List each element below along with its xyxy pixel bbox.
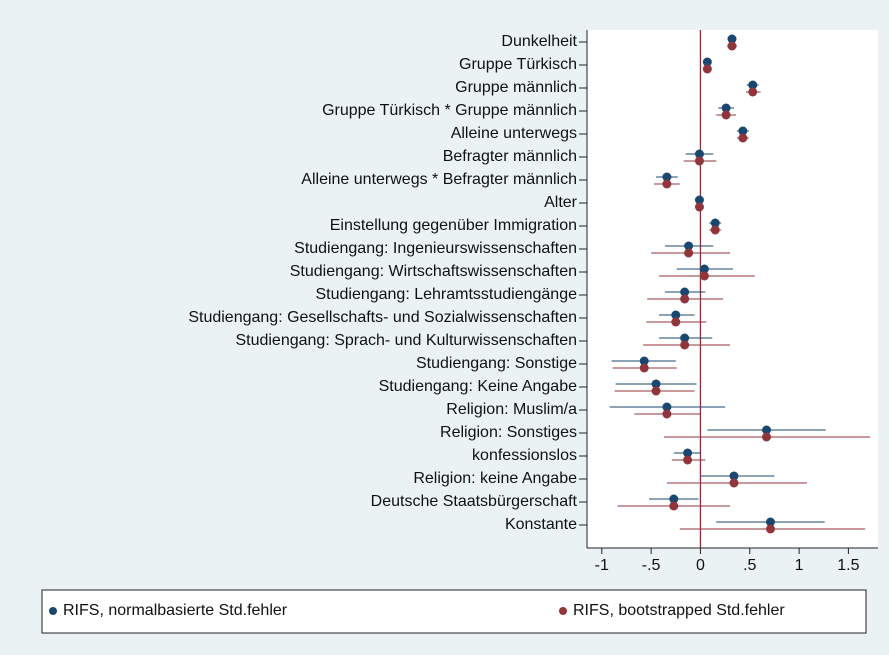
- point: [727, 34, 737, 44]
- point: [694, 149, 704, 159]
- y-tick-label: Dunkelheit: [501, 33, 577, 50]
- point: [662, 409, 672, 419]
- y-tick-label: Religion: Muslim/a: [446, 401, 577, 418]
- point: [699, 264, 709, 274]
- point: [721, 103, 731, 113]
- x-tick-label: -.5: [642, 557, 661, 574]
- plot-area: [587, 30, 878, 548]
- y-tick-label: Studiengang: Keine Angabe: [379, 378, 578, 395]
- y-tick-label: Religion: Sonstiges: [440, 424, 577, 441]
- point: [662, 172, 672, 182]
- x-tick-label: 1.5: [837, 557, 859, 574]
- y-tick-label: Studiengang: Gesellschafts- und Sozialwi…: [188, 309, 577, 326]
- point: [683, 448, 693, 458]
- point: [683, 455, 693, 465]
- y-tick-label: Studiengang: Sonstige: [416, 355, 577, 372]
- point: [669, 494, 679, 504]
- legend-marker: [49, 607, 57, 615]
- point: [694, 156, 704, 166]
- point: [662, 179, 672, 189]
- y-tick-label: Einstellung gegenüber Immigration: [330, 217, 577, 234]
- legend-label: RIFS, bootstrapped Std.fehler: [573, 602, 785, 619]
- point: [765, 524, 775, 534]
- point: [738, 126, 748, 136]
- y-tick-label: Studiengang: Wirtschaftswissenschaften: [290, 263, 577, 280]
- point: [694, 202, 704, 212]
- y-tick-label: Religion: keine Angabe: [413, 470, 577, 487]
- point: [702, 57, 712, 67]
- point: [748, 80, 758, 90]
- point: [738, 133, 748, 143]
- x-tick-label: .5: [743, 557, 756, 574]
- point: [671, 317, 681, 327]
- y-tick-label: konfessionslos: [472, 447, 577, 464]
- point: [702, 64, 712, 74]
- point: [684, 248, 694, 258]
- point: [729, 471, 739, 481]
- point: [694, 195, 704, 205]
- point: [639, 363, 649, 373]
- point: [684, 241, 694, 251]
- point: [762, 425, 772, 435]
- y-tick-label: Studiengang: Ingenieurswissenschaften: [294, 240, 577, 257]
- y-tick-label: Studiengang: Lehramtsstudiengänge: [315, 286, 577, 303]
- y-tick-label: Alleine unterwegs: [451, 125, 577, 142]
- y-tick-label: Deutsche Staatsbürgerschaft: [371, 493, 578, 510]
- point: [729, 478, 739, 488]
- point: [669, 501, 679, 511]
- point: [680, 340, 690, 350]
- y-tick-label: Befragter männlich: [443, 148, 577, 165]
- point: [727, 41, 737, 51]
- y-tick-label: Alleine unterwegs * Befragter männlich: [301, 171, 577, 188]
- point: [662, 402, 672, 412]
- legend: [41, 589, 867, 634]
- point: [699, 271, 709, 281]
- y-tick-label: Alter: [544, 194, 578, 211]
- point: [639, 356, 649, 366]
- y-tick-label: Gruppe Türkisch: [459, 56, 577, 73]
- point: [721, 110, 731, 120]
- point: [680, 294, 690, 304]
- x-tick-label: 1: [795, 557, 804, 574]
- y-tick-label: Konstante: [505, 516, 577, 533]
- legend-label: RIFS, normalbasierte Std.fehler: [63, 602, 288, 619]
- point: [765, 517, 775, 527]
- point: [651, 379, 661, 389]
- point: [680, 287, 690, 297]
- x-tick-label: -1: [595, 557, 609, 574]
- x-tick-label: 0: [696, 557, 705, 574]
- point: [710, 218, 720, 228]
- y-tick-label: Gruppe männlich: [455, 79, 577, 96]
- point: [762, 432, 772, 442]
- point: [671, 310, 681, 320]
- y-tick-label: Gruppe Türkisch * Gruppe männlich: [322, 102, 577, 119]
- point: [710, 225, 720, 235]
- point: [748, 87, 758, 97]
- point: [651, 386, 661, 396]
- legend-marker: [559, 607, 567, 615]
- y-tick-label: Studiengang: Sprach- und Kulturwissensch…: [235, 332, 577, 349]
- point: [680, 333, 690, 343]
